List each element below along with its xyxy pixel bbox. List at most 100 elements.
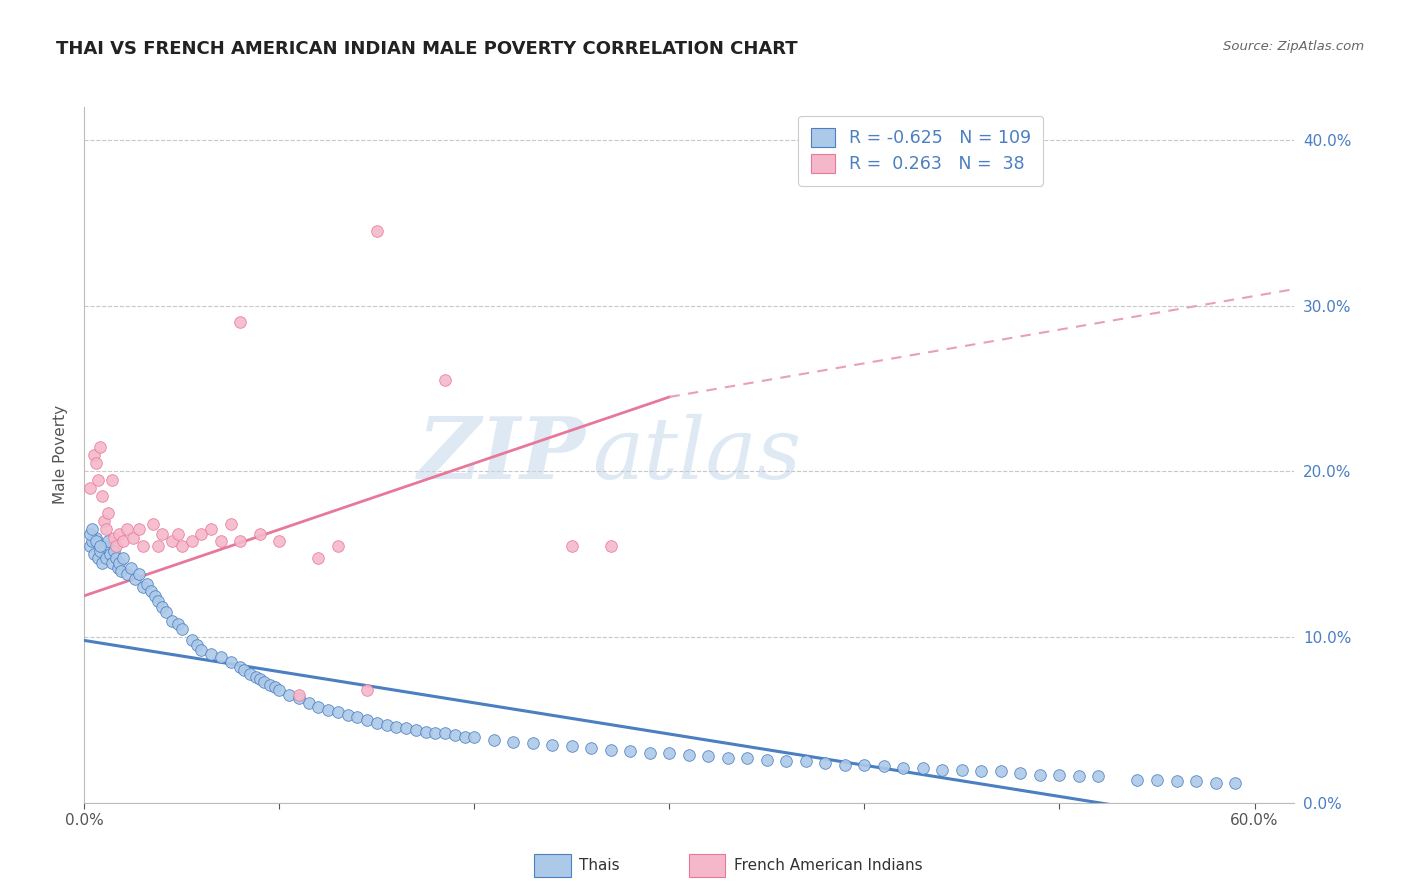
Point [697, 749, 720, 764]
Point [1185, 774, 1208, 789]
Point [264, 680, 287, 694]
Point [249, 672, 271, 686]
Point [98, 547, 121, 561]
Point [259, 678, 281, 692]
Point [155, 605, 177, 619]
Point [142, 517, 165, 532]
Point [775, 755, 797, 769]
Point [405, 723, 427, 737]
Point [135, 577, 157, 591]
Point [82, 523, 104, 537]
Point [794, 755, 817, 769]
Point [112, 534, 135, 549]
Point [79, 527, 101, 541]
Point [453, 730, 475, 744]
Point [170, 622, 193, 636]
Point [117, 523, 139, 537]
Point [950, 763, 973, 777]
Point [117, 567, 139, 582]
Point [678, 747, 700, 762]
Point [288, 691, 311, 706]
Point [229, 660, 252, 674]
Point [425, 726, 447, 740]
Point [249, 527, 271, 541]
Point [834, 757, 856, 772]
Point [94, 550, 117, 565]
Point [132, 539, 155, 553]
Text: THAI VS FRENCH AMERICAN INDIAN MALE POVERTY CORRELATION CHART: THAI VS FRENCH AMERICAN INDIAN MALE POVE… [56, 40, 797, 58]
Point [90, 556, 112, 570]
Point [97, 534, 120, 549]
Point [219, 655, 242, 669]
Y-axis label: Male Poverty: Male Poverty [53, 405, 69, 505]
Point [87, 550, 110, 565]
Point [1049, 767, 1071, 781]
Point [600, 743, 623, 757]
Point [600, 539, 623, 553]
Point [1087, 769, 1109, 783]
Point [581, 741, 603, 756]
Point [93, 539, 115, 553]
Point [229, 534, 252, 549]
Point [108, 527, 131, 541]
Point [104, 539, 127, 553]
Point [103, 531, 125, 545]
Point [1126, 772, 1149, 787]
Point [79, 539, 101, 553]
Point [139, 583, 162, 598]
Point [79, 481, 101, 495]
Point [229, 315, 252, 329]
Point [356, 683, 378, 698]
Point [444, 728, 467, 742]
Point [658, 746, 681, 760]
Point [395, 721, 418, 735]
Point [1067, 769, 1090, 783]
Point [619, 744, 641, 758]
Point [375, 718, 398, 732]
Point [298, 697, 321, 711]
Point [148, 539, 170, 553]
Text: atlas: atlas [592, 414, 801, 496]
Point [167, 527, 190, 541]
Point [190, 643, 212, 657]
Point [120, 560, 142, 574]
Point [110, 564, 132, 578]
Point [148, 593, 170, 607]
Point [346, 709, 368, 723]
Point [186, 639, 208, 653]
Point [336, 708, 359, 723]
Point [160, 614, 183, 628]
Point [245, 670, 267, 684]
Legend: R = -0.625   N = 109, R =  0.263   N =  38: R = -0.625 N = 109, R = 0.263 N = 38 [799, 116, 1043, 186]
Point [209, 534, 232, 549]
Point [84, 534, 107, 549]
Point [239, 666, 262, 681]
Point [755, 753, 778, 767]
Point [385, 720, 408, 734]
Point [638, 746, 661, 760]
Point [150, 600, 173, 615]
Point [893, 761, 915, 775]
Point [1029, 767, 1052, 781]
Text: ZIP: ZIP [419, 413, 586, 497]
Point [180, 534, 202, 549]
Point [90, 489, 112, 503]
Point [366, 224, 388, 238]
Point [356, 713, 378, 727]
Point [209, 650, 232, 665]
Point [233, 663, 256, 677]
Point [278, 688, 301, 702]
Point [200, 523, 222, 537]
Text: Thais: Thais [579, 858, 620, 872]
Point [434, 726, 457, 740]
Point [100, 473, 122, 487]
Point [434, 373, 457, 387]
Point [737, 751, 759, 765]
Point [415, 724, 437, 739]
Point [150, 527, 173, 541]
Point [89, 539, 111, 553]
Point [128, 523, 150, 537]
Point [814, 756, 837, 770]
Point [219, 517, 242, 532]
Point [93, 514, 115, 528]
